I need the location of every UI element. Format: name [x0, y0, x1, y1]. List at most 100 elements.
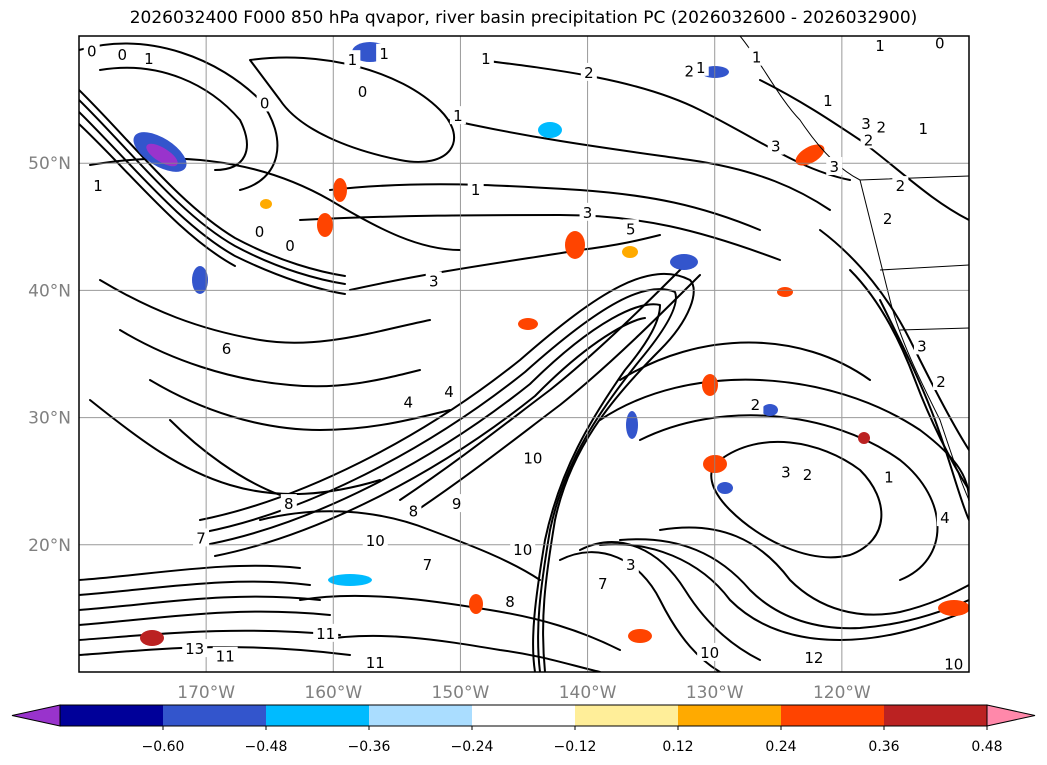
contour-label: 0 [935, 35, 945, 53]
y-tick-label: 50°N [28, 154, 71, 174]
contour-label-bg [440, 382, 457, 401]
contour-label-bg [313, 623, 339, 642]
contour-label: 1 [918, 120, 928, 138]
contour-label: 10 [523, 449, 542, 467]
contour-label: 0 [87, 42, 97, 60]
precip-blob [777, 287, 793, 297]
contour-label: 0 [358, 83, 368, 101]
contour-label: 1 [884, 468, 894, 486]
contour-label-bg [114, 45, 131, 64]
precip-blob [317, 213, 333, 237]
contour-label: 6 [222, 340, 232, 358]
contour-label-bg [419, 555, 436, 574]
colorbar-tick-label: −0.48 [245, 739, 288, 755]
contour-label-bg [931, 33, 948, 52]
contour-label-bg [860, 130, 877, 149]
y-axis: 20°N 30°N 40°N 50°N [28, 154, 71, 556]
colorbar-tick-label: −0.24 [451, 739, 494, 755]
contour-label: 8 [505, 593, 515, 611]
precip-blob [140, 630, 164, 646]
chart-title: 2026032400 F000 850 hPa qvapor, river ba… [129, 8, 918, 28]
contour-label-bg [448, 494, 465, 513]
contour-label-bg [580, 62, 597, 81]
contour-label: 3 [829, 158, 839, 176]
contour-label-bg [83, 41, 100, 60]
precip-blob [518, 318, 538, 330]
x-tick-label: 130°W [686, 683, 744, 703]
contour-label: 2 [584, 64, 594, 82]
contour-label: 0 [255, 223, 265, 241]
contour-label-bg [477, 48, 494, 67]
contour-label: 1 [144, 50, 154, 68]
contour-label: 7 [598, 575, 608, 593]
contour-label-bg [280, 494, 297, 513]
contour-label: 1 [453, 107, 463, 125]
contour-label: 2 [896, 177, 906, 195]
colorbar-segment [781, 705, 884, 726]
precip-blob [192, 266, 208, 294]
contour-label-bg [799, 464, 816, 483]
contour-label: 8 [409, 503, 419, 521]
contour-label: 1 [875, 37, 885, 55]
contour-label-bg [218, 338, 235, 357]
y-tick-label: 40°N [28, 281, 71, 301]
precip-blob [565, 231, 585, 259]
contour-label-bg [90, 176, 107, 195]
contour-label-bg [933, 371, 950, 390]
contour-label-bg [879, 209, 896, 228]
contour-label-bg [872, 36, 888, 55]
contour-label-bg [449, 106, 466, 125]
contour-label: 7 [196, 529, 206, 547]
contour-label-bg [579, 202, 596, 221]
x-tick-label: 160°W [304, 683, 362, 703]
precip-blob [328, 574, 372, 586]
contour-label: 11 [316, 625, 335, 643]
contour-label: 7 [423, 556, 433, 574]
contour-label: 3 [781, 463, 791, 481]
contour-label-bg [697, 642, 723, 661]
precip-blob [762, 404, 778, 416]
contour-label: 11 [366, 654, 385, 672]
contour-label-bg [915, 118, 932, 137]
contour-label-bg [767, 136, 784, 155]
contour-label-bg [622, 219, 639, 238]
contour-label-bg [936, 508, 953, 527]
contour-label-bg [826, 157, 843, 176]
colorbar-segment [575, 705, 678, 726]
precip-blob [333, 178, 347, 202]
contour-label-bg [362, 653, 388, 672]
x-axis: 170°W 160°W 150°W 140°W 130°W 120°W [177, 683, 871, 703]
precip-blob [717, 482, 733, 494]
contour-label: 2 [685, 63, 695, 81]
contour-label: 8 [284, 495, 294, 513]
contour-label-bg [892, 176, 909, 195]
contour-label-bg [594, 574, 611, 593]
precip-blob [702, 374, 718, 396]
contour-label-bg [873, 117, 890, 136]
x-tick-label: 170°W [177, 683, 235, 703]
colorbar-segment [678, 705, 781, 726]
x-tick-label: 150°W [432, 683, 490, 703]
contour-label-bg [748, 47, 765, 66]
contour-label: 10 [700, 644, 719, 662]
contour-label-bg [502, 592, 519, 611]
contour-label: 4 [444, 383, 454, 401]
contour-label: 3 [917, 337, 927, 355]
colorbar-tick-label: −0.60 [142, 739, 185, 755]
contour-label-bg [362, 530, 388, 549]
contour-label: 10 [366, 532, 385, 550]
colorbar: −0.60 −0.48 −0.36 −0.24 −0.12 0.12 0.24 0.36 0.4… [11, 704, 1036, 755]
contour-label: 10 [944, 655, 963, 673]
colorbar-tick-label: −0.12 [554, 739, 597, 755]
colorbar-tick-label: −0.36 [348, 739, 391, 755]
contour-label: 1 [696, 59, 706, 77]
gridlines [79, 36, 969, 672]
contour-label: 3 [626, 556, 636, 574]
contour-label-bg [282, 235, 299, 254]
contour-label-bg [520, 448, 546, 467]
colorbar-segment [472, 705, 575, 726]
contour-label: 0 [117, 46, 127, 64]
contour-label: 3 [429, 272, 439, 290]
contour-label-bg [913, 336, 930, 355]
